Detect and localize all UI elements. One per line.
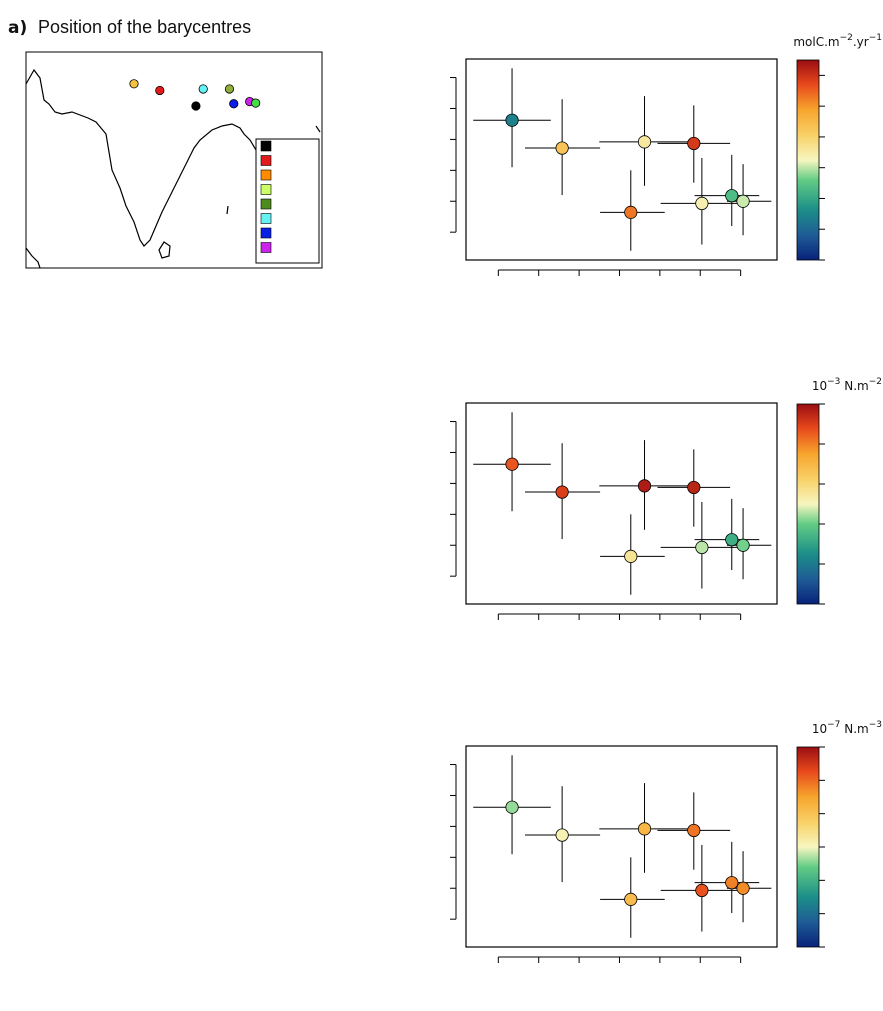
map-point-eh (129, 79, 139, 89)
map-legend (255, 138, 320, 264)
point-mis4m (695, 540, 709, 555)
point-eh (505, 457, 519, 471)
panel-a-title: Position of the barycentres (38, 17, 251, 37)
point-mis4d (725, 189, 739, 203)
colorbar (796, 746, 820, 948)
point-mh (555, 141, 569, 155)
colorbar-unit: 10−7 N.m−3 (812, 720, 882, 736)
map-point-ctrl (191, 101, 201, 111)
point-lgm (736, 194, 750, 208)
chart-coastal-wind-stress: 10−3 N.m−2 (450, 377, 882, 620)
map-legend-swatch (260, 140, 272, 152)
map-legend-swatch (260, 242, 272, 253)
plot-frame (465, 745, 778, 948)
map-point-mis3 (224, 84, 235, 94)
point-mis4m (695, 883, 709, 898)
plot-frame (465, 402, 778, 605)
map-legend-swatch (260, 155, 272, 166)
map-legend-swatch (260, 227, 272, 239)
colorbar (796, 403, 820, 605)
point-mh (555, 485, 569, 499)
panel-a-map: a) Position of the barycentres (8, 17, 323, 269)
map-legend-swatch (260, 213, 272, 224)
point-mis4m (695, 196, 709, 211)
point-ctrl (624, 892, 638, 906)
point-mis3 (687, 823, 701, 838)
coastline (25, 68, 321, 269)
chart-coastal-productivity: molC.m−2.yr−1 (450, 33, 882, 276)
colorbar (796, 59, 820, 261)
charts: molC.m−2.yr−1 10−3 N.m−2 10−7 N.m−3 (450, 33, 882, 963)
panel-a-label: a) (8, 18, 27, 38)
point-lgm (736, 538, 750, 552)
point-mis4f (637, 135, 652, 149)
map-point-mh (155, 85, 165, 96)
point-ctrl (624, 549, 638, 563)
point-ctrl (624, 205, 638, 219)
chart-coastal-wind-stress-curl: 10−7 N.m−3 (450, 720, 882, 963)
map-point-lgm (251, 98, 261, 108)
point-mis4d (725, 533, 739, 547)
plot-frame (465, 58, 778, 261)
point-mis3 (687, 136, 701, 151)
map-legend-swatch (260, 184, 272, 195)
map-points (129, 79, 261, 111)
point-mis4d (725, 876, 739, 890)
point-eh (505, 113, 519, 127)
point-mis3 (687, 480, 701, 495)
point-eh (505, 800, 519, 814)
map-legend-swatch (260, 198, 272, 210)
point-mh (555, 828, 569, 842)
map-legend-swatch (260, 169, 272, 181)
map-point-mis4f (198, 84, 208, 94)
point-mis4f (637, 479, 652, 493)
point-lgm (736, 881, 750, 895)
map-point-mis4m (229, 99, 239, 109)
colorbar-unit: 10−3 N.m−2 (812, 377, 882, 393)
colorbar-unit: molC.m−2.yr−1 (793, 33, 882, 49)
point-mis4f (637, 822, 652, 836)
